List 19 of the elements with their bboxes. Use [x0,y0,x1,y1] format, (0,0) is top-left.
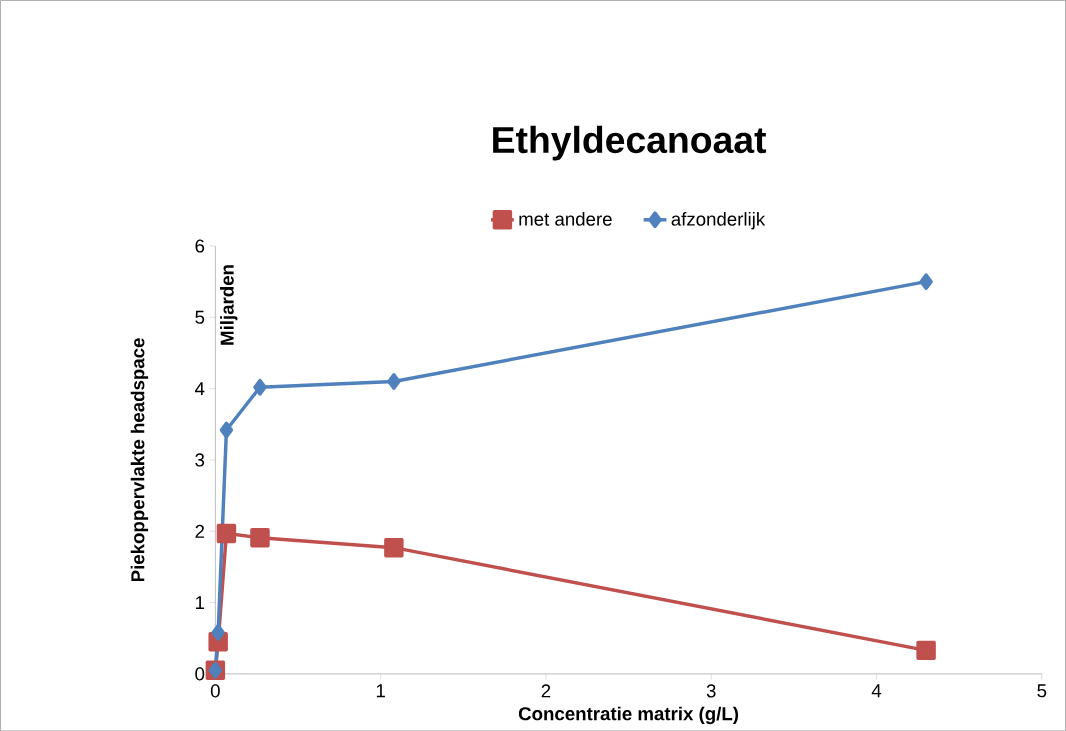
x-axis-title: Concentratie matrix (g/L) [518,706,739,724]
y-tick-label: 5 [195,310,205,324]
x-tick-label: 2 [541,684,551,698]
y-axis-title: Piekoppervlakte headspace [130,338,149,581]
x-tick-label: 3 [706,684,716,698]
y-tick-label: 6 [195,239,205,253]
chart-title: Ethyldecanoaat [493,125,767,161]
y-tick-label: 3 [195,453,205,467]
y-tick-label: 0 [195,667,205,681]
y-tick-label: 1 [196,595,205,609]
x-tick-label: 5 [1037,684,1047,698]
x-tick-label: 4 [871,684,882,697]
y-tick-label: 2 [195,524,205,538]
y-tick-label: 4 [194,382,205,395]
x-tick-label: 0 [210,684,220,698]
legend-label: met andere [519,211,612,226]
x-tick-label: 1 [376,684,385,697]
annotation: Miljarden [220,265,238,345]
legend-label: afzonderlijk [671,211,766,230]
